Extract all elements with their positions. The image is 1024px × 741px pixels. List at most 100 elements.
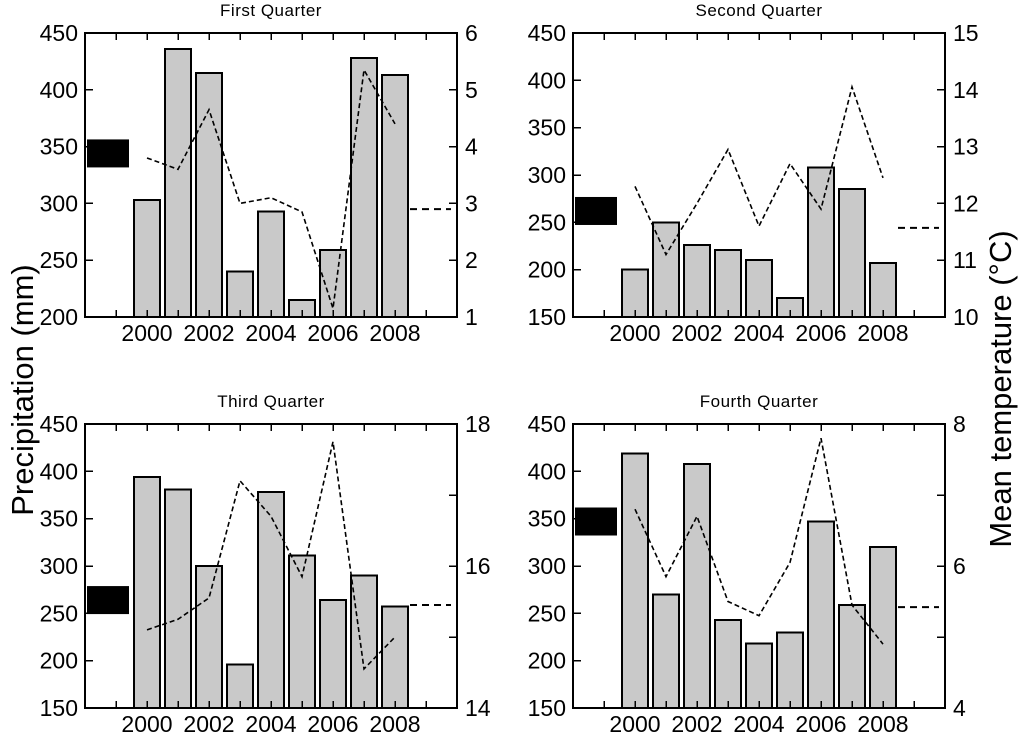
x-tick-label: 2002: [671, 711, 722, 737]
x-tick-label: 2000: [121, 320, 172, 346]
precip-bar: [620, 268, 650, 318]
precip-bar: [744, 259, 774, 319]
precip-bar: [163, 488, 193, 709]
precip-bar: [380, 605, 410, 709]
right-tick-label: 3: [465, 190, 478, 216]
left-tick-label: 200: [528, 257, 566, 283]
panel-title-fourth-quarter: Fourth Quarter: [699, 392, 819, 411]
mean-precipitation-marker: [575, 196, 617, 225]
right-tick-label: 15: [953, 20, 979, 46]
left-tick-label: 300: [528, 162, 566, 188]
precip-bar: [682, 244, 712, 318]
right-tick-label: 2: [465, 247, 478, 273]
x-tick-label: 2008: [857, 711, 908, 737]
left-tick-label: 150: [528, 304, 566, 330]
precip-bar: [380, 74, 410, 318]
left-tick-label: 450: [40, 411, 78, 437]
x-tick-label: 2006: [795, 320, 846, 346]
left-tick-label: 450: [528, 20, 566, 46]
left-tick-label: 400: [40, 458, 78, 484]
right-tick-label: 11: [953, 247, 977, 273]
x-tick-label: 2006: [307, 711, 358, 737]
precip-bar: [806, 166, 836, 318]
mean-precipitation-marker: [87, 139, 129, 168]
x-tick-label: 2002: [183, 320, 234, 346]
precip-bar: [744, 642, 774, 709]
x-tick-label: 2002: [183, 711, 234, 737]
left-tick-label: 150: [528, 695, 566, 721]
precip-bar: [132, 198, 162, 319]
panel-title-third-quarter: Third Quarter: [217, 392, 325, 411]
precip-bar: [713, 618, 743, 710]
right-tick-label: 1: [465, 304, 478, 330]
right-tick-label: 4: [465, 134, 478, 160]
x-tick-label: 2002: [671, 320, 722, 346]
left-tick-label: 450: [528, 411, 566, 437]
left-tick-label: 200: [528, 648, 566, 674]
x-tick-label: 2004: [733, 320, 784, 346]
left-tick-label: 350: [40, 506, 78, 532]
mean-precipitation-marker: [87, 586, 129, 615]
left-tick-label: 150: [40, 695, 78, 721]
right-tick-label: 6: [465, 20, 478, 46]
left-tick-label: 200: [40, 648, 78, 674]
precip-bar: [225, 663, 255, 709]
temperature-line: [634, 84, 884, 257]
precip-bar: [256, 210, 286, 319]
left-tick-label: 400: [528, 458, 566, 484]
x-tick-label: 2000: [121, 711, 172, 737]
left-tick-label: 350: [40, 134, 78, 160]
left-tick-label: 400: [40, 77, 78, 103]
left-tick-label: 250: [528, 209, 566, 235]
left-tick-label: 300: [40, 190, 78, 216]
precip-bar: [349, 56, 379, 318]
mean-precipitation-marker: [575, 507, 617, 536]
precip-bar: [287, 554, 317, 709]
left-tick-label: 250: [40, 247, 78, 273]
precip-bar: [837, 188, 867, 318]
right-tick-label: 13: [953, 134, 979, 160]
precip-bar: [163, 47, 193, 319]
left-tick-label: 250: [528, 600, 566, 626]
right-tick-label: 14: [465, 695, 491, 721]
precip-bar: [620, 452, 650, 710]
precip-bar: [806, 520, 836, 709]
left-tick-label: 200: [40, 304, 78, 330]
right-tick-label: 14: [953, 77, 979, 103]
x-tick-label: 2006: [795, 711, 846, 737]
precip-bar: [132, 476, 162, 709]
precip-bar: [868, 546, 898, 709]
left-axis-label: Precipitation (mm): [5, 264, 40, 516]
precip-bar: [651, 593, 681, 710]
left-tick-label: 400: [528, 67, 566, 93]
right-tick-label: 10: [953, 304, 979, 330]
x-tick-label: 2006: [307, 320, 358, 346]
x-tick-label: 2008: [369, 711, 420, 737]
precip-bar: [682, 462, 712, 710]
right-tick-label: 6: [953, 553, 966, 579]
x-tick-label: 2008: [369, 320, 420, 346]
right-tick-label: 8: [953, 411, 966, 437]
precip-bar: [713, 248, 743, 318]
panel-title-first-quarter: First Quarter: [220, 1, 322, 20]
x-tick-label: 2004: [245, 320, 296, 346]
left-tick-label: 350: [528, 506, 566, 532]
left-tick-label: 250: [40, 600, 78, 626]
right-tick-label: 4: [953, 695, 966, 721]
x-tick-label: 2000: [609, 711, 660, 737]
right-axis-label: Mean temperature (°C): [983, 230, 1018, 548]
precip-bar: [194, 565, 224, 709]
x-tick-label: 2004: [245, 711, 296, 737]
x-tick-label: 2008: [857, 320, 908, 346]
precip-bar: [837, 603, 867, 710]
precip-bar: [651, 221, 681, 318]
x-tick-label: 2004: [733, 711, 784, 737]
right-tick-label: 16: [465, 553, 491, 579]
left-tick-label: 300: [528, 553, 566, 579]
precip-bar: [868, 262, 898, 319]
left-tick-label: 450: [40, 20, 78, 46]
temperature-line: [634, 438, 884, 645]
precip-bar: [318, 599, 348, 710]
